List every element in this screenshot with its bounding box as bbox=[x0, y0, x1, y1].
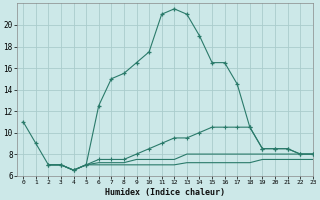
X-axis label: Humidex (Indice chaleur): Humidex (Indice chaleur) bbox=[105, 188, 225, 197]
